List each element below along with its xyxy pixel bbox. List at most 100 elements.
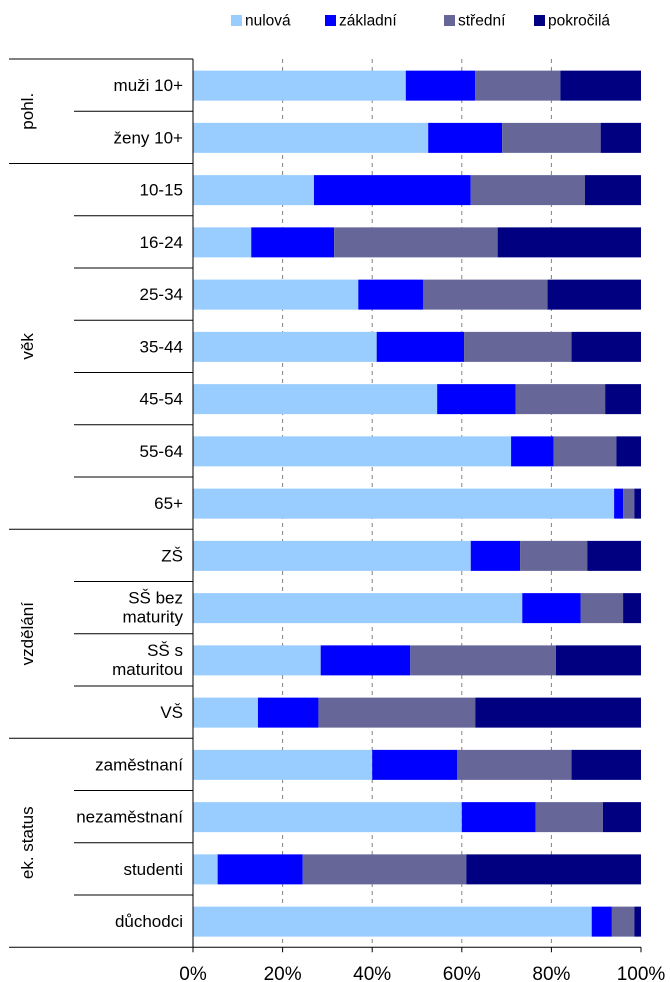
x-tick-label: 20%: [264, 964, 302, 982]
bar-segment-stredni: [535, 802, 603, 833]
category-label: ZŠ: [161, 546, 183, 565]
bar-segment-pokrocila: [605, 384, 641, 415]
bar-segment-stredni: [410, 645, 556, 676]
category-label: 10-15: [140, 181, 183, 200]
bar-segment-pokrocila: [634, 488, 641, 519]
category-label: muži 10+: [114, 76, 184, 95]
bar-segment-stredni: [470, 175, 585, 206]
bar-segment-nulova: [193, 279, 359, 310]
bar-segment-zakladni: [358, 279, 423, 310]
x-tick-label: 40%: [353, 964, 391, 982]
category-labels: muži 10+ ženy 10+ 10-15 16-24 25-34 35-44 45-5…: [76, 76, 183, 931]
bar-segment-zakladni: [313, 175, 471, 206]
category-label: důchodci: [115, 912, 183, 931]
category-label-line: SŠ bez: [128, 589, 183, 608]
bar-segment-stredni: [520, 540, 588, 571]
category-label: SŠ bez maturity: [123, 589, 184, 627]
category-label: 25-34: [140, 285, 183, 304]
bar-segment-nulova: [193, 854, 218, 885]
bar-segment-nulova: [193, 331, 377, 362]
group-label: věk: [18, 333, 37, 360]
bar-segment-zakladni: [428, 122, 503, 153]
group-label: ek. status: [18, 806, 37, 879]
bar-segment-stredni: [475, 70, 561, 101]
bar-segment-stredni: [422, 279, 548, 310]
x-axis-ticks: 0% 20% 40% 60% 80% 100%: [179, 964, 665, 982]
bar-segment-pokrocila: [600, 122, 641, 153]
bar-segment-stredni: [580, 593, 624, 624]
bar-segment-pokrocila: [616, 436, 641, 467]
bar-segment-nulova: [193, 749, 373, 780]
bar-segment-nulova: [193, 70, 406, 101]
bar-segment-zakladni: [522, 593, 581, 624]
category-label: ženy 10+: [114, 128, 184, 147]
bar-segment-nulova: [193, 175, 314, 206]
bar-segment-pokrocila: [571, 331, 641, 362]
bar-segment-stredni: [502, 122, 601, 153]
legend-label: základní: [339, 13, 397, 30]
x-tick-label: 0%: [179, 964, 207, 982]
category-label: 45-54: [140, 390, 183, 409]
category-label: nezaměstnaní: [76, 808, 183, 827]
bar-segment-nulova: [193, 906, 592, 937]
bar-segment-nulova: [193, 436, 512, 467]
legend-swatch: [325, 15, 336, 26]
bar-segment-stredni: [302, 854, 467, 885]
x-tick-label: 100%: [617, 964, 666, 982]
bar-segment-pokrocila: [587, 540, 641, 571]
category-label: studenti: [123, 860, 183, 879]
bar-segment-pokrocila: [475, 697, 641, 728]
bar-segment-stredni: [623, 488, 635, 519]
bar-segment-stredni: [318, 697, 476, 728]
legend-swatch: [534, 15, 545, 26]
bars: [193, 70, 641, 937]
bar-segment-nulova: [193, 384, 438, 415]
bar-segment-stredni: [553, 436, 617, 467]
x-tick-label: 80%: [532, 964, 570, 982]
category-label: 65+: [154, 494, 183, 513]
group-label: pohl.: [18, 93, 37, 130]
bar-segment-zakladni: [376, 331, 465, 362]
bar-segment-stredni: [457, 749, 572, 780]
category-label-line: maturity: [123, 608, 184, 627]
legend-swatch: [231, 15, 242, 26]
category-label: VŠ: [160, 703, 183, 722]
bar-segment-pokrocila: [560, 70, 641, 101]
bar-segment-pokrocila: [585, 175, 641, 206]
bar-segment-pokrocila: [623, 593, 641, 624]
category-label: 55-64: [140, 442, 183, 461]
bar-segment-pokrocila: [555, 645, 641, 676]
bar-segment-zakladni: [591, 906, 612, 937]
axes: [9, 58, 642, 953]
category-label: SŠ s maturitou: [112, 641, 183, 679]
bar-segment-zakladni: [511, 436, 554, 467]
bar-segment-zakladni: [461, 802, 536, 833]
bar-segment-nulova: [193, 488, 615, 519]
category-label: 35-44: [140, 337, 183, 356]
bar-segment-zakladni: [251, 227, 335, 258]
bar-segment-nulova: [193, 645, 321, 676]
legend-label: pokročilá: [548, 13, 610, 30]
bar-segment-zakladni: [405, 70, 476, 101]
group-label: vzdělání: [18, 602, 37, 666]
legend-label: nulová: [245, 13, 291, 30]
bar-segment-nulova: [193, 540, 471, 571]
bar-segment-nulova: [193, 227, 252, 258]
bar-segment-stredni: [515, 384, 606, 415]
bar-segment-stredni: [334, 227, 498, 258]
bar-segment-pokrocila: [497, 227, 641, 258]
bar-segment-zakladni: [437, 384, 516, 415]
x-tick-label: 60%: [443, 964, 481, 982]
legend: nulová základní střední pokročilá: [231, 13, 610, 30]
bar-segment-zakladni: [372, 749, 458, 780]
category-label-line: maturitou: [112, 660, 183, 679]
bar-segment-stredni: [611, 906, 635, 937]
bar-segment-nulova: [193, 697, 258, 728]
bar-segment-pokrocila: [547, 279, 641, 310]
category-label: zaměstnaní: [95, 755, 183, 774]
group-labels: pohl. věk vzdělání ek. status: [18, 93, 37, 879]
bar-segment-zakladni: [614, 488, 624, 519]
bar-segment-stredni: [464, 331, 572, 362]
bar-segment-pokrocila: [602, 802, 641, 833]
bar-segment-pokrocila: [634, 906, 641, 937]
